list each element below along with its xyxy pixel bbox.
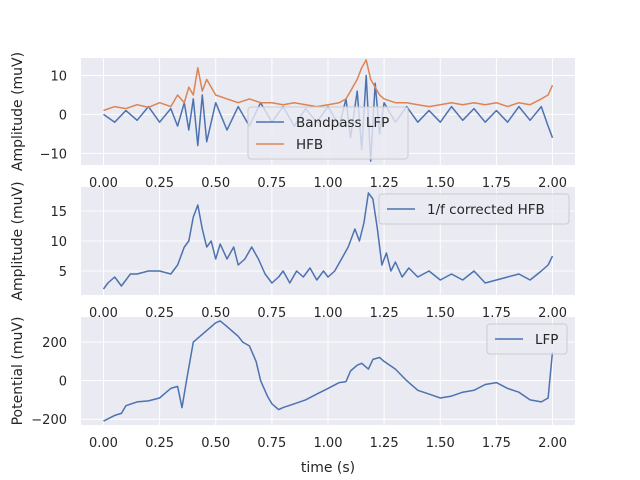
legend: LFP — [486, 323, 568, 355]
legend-entry: HFB — [296, 137, 323, 153]
legend-entry: 1/f corrected HFB — [427, 202, 545, 218]
legend-frame — [247, 106, 409, 160]
y-axis-label: Amplitude (muV) — [10, 52, 26, 171]
y-axis-label: Potential (muV) — [10, 317, 26, 426]
x-tick-label: 0.25 — [145, 436, 174, 451]
x-tick-label: 0.50 — [201, 436, 230, 451]
subplot-lfp: 0.00 0.25 0.50 0.75 1.00 1.25 1.50 1.75 2.00 −200… — [10, 317, 575, 476]
y-tick-label: 15 — [50, 205, 67, 220]
series-line-1-f-corrected-hfb — [102, 192, 554, 290]
y-tick-label: 10 — [50, 235, 67, 250]
x-axis-label: time (s) — [301, 460, 355, 476]
y-tick-label: −10 — [40, 147, 67, 162]
x-tick-label: 0.00 — [89, 436, 118, 451]
x-tick-label: 0.75 — [257, 436, 286, 451]
legend-entry: Bandpass LFP — [296, 115, 389, 131]
subplot-hfb: 0.00 0.25 0.50 0.75 1.00 1.25 1.50 1.75 2.00−100… — [10, 52, 575, 191]
series-line-lfp — [103, 320, 554, 422]
y-tick-label: 0 — [59, 108, 67, 123]
y-tick-label: 200 — [42, 336, 67, 351]
y-tick-label: 0 — [59, 375, 67, 390]
y-tick-label: 10 — [50, 70, 67, 85]
legend: 1/f corrected HFB — [378, 193, 570, 225]
subplot-corrected-hfb: 0.00 0.25 0.50 0.75 1.00 1.25 1.50 1.75 2.005101… — [10, 181, 575, 321]
x-tick-label: 1.00 — [314, 436, 343, 451]
x-tick-label: 1.75 — [482, 436, 511, 451]
x-tick-label: 1.25 — [370, 436, 399, 451]
x-tick-label: 2.00 — [538, 436, 567, 451]
y-tick-label: 5 — [59, 265, 67, 280]
legend-frame — [486, 323, 568, 355]
legend-entry: LFP — [535, 332, 558, 348]
y-axis-label: Amplitude (muV) — [10, 181, 26, 300]
x-tick-label: 1.50 — [426, 436, 455, 451]
series-line-hfb — [103, 59, 554, 112]
legend: Bandpass LFP HFB — [247, 106, 409, 160]
legend-frame — [378, 193, 570, 225]
y-tick-label: −200 — [31, 413, 67, 428]
